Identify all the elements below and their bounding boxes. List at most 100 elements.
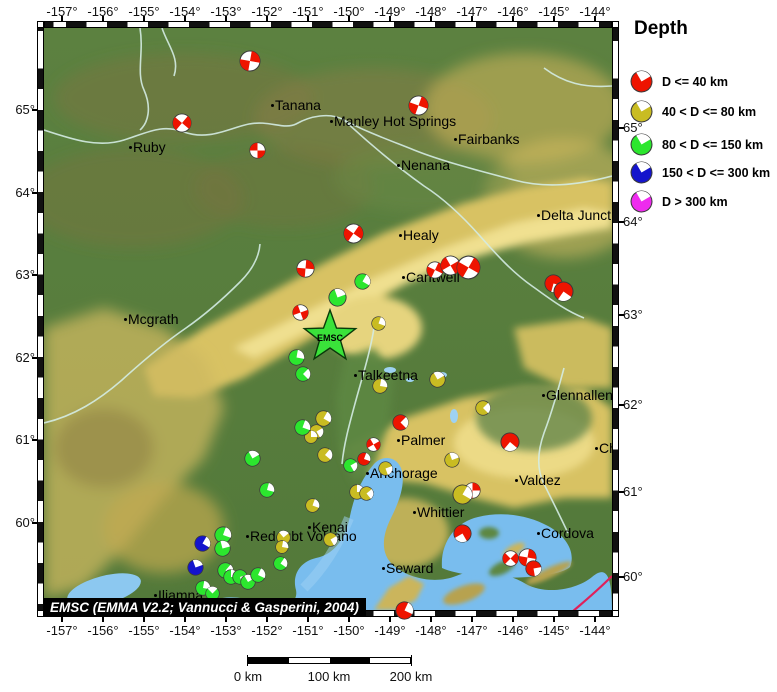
lat-tick-left [32,522,37,524]
legend-depth-icon [630,161,653,184]
city-dot [154,594,157,597]
map-border-left [37,21,44,617]
city-dot [537,214,540,217]
legend-entry-label: 80 < D <= 150 km [662,137,764,152]
lon-tick-bottom [143,617,145,622]
lon-label-top: -151° [292,4,324,19]
city-name: Tanana [275,97,321,113]
depth-legend: Depth D <= 40 km 40 < D <= 80 km 80 < D <=… [630,18,777,213]
lat-tick-right [619,491,624,493]
lon-tick-top [102,16,104,21]
legend-depth-icon [630,100,653,123]
lat-label-left: 63° [15,267,35,282]
lat-label-left: 62° [15,350,35,365]
city-dot [515,479,518,482]
lon-label-bottom: -150° [333,623,365,638]
city-name: Delta Junct [541,207,612,223]
lon-label-top: -149° [374,4,406,19]
lon-label-top: -148° [415,4,447,19]
city-name: Manley Hot Springs [334,113,457,129]
lon-label-top: -157° [46,4,78,19]
lon-tick-top [471,16,473,21]
lon-tick-top [143,16,145,21]
lon-label-bottom: -152° [251,623,283,638]
lon-label-bottom: -153° [210,623,242,638]
lat-label-right: 60° [623,569,643,584]
scale-bar-label: 200 km [389,669,433,684]
city-healy: Healy [399,227,439,243]
legend-entry-2: 80 < D <= 150 km [630,133,763,156]
lat-tick-left [32,192,37,194]
city-dot [399,234,402,237]
city-dot [397,164,400,167]
city-name: Healy [403,227,439,243]
lat-tick-right [619,314,624,316]
lon-tick-top [225,16,227,21]
city-name: Whittier [417,504,465,520]
city-dot [129,146,132,149]
city-dot [542,394,545,397]
lat-tick-right [619,404,624,406]
scale-bar-endcap [411,655,412,666]
lon-tick-top [594,16,596,21]
lon-label-top: -153° [210,4,242,19]
city-dot [382,567,385,570]
legend-entry-label: D > 300 km [662,194,728,209]
legend-entry-1: 40 < D <= 80 km [630,100,756,123]
map-corner [612,610,619,617]
lat-tick-right [619,127,624,129]
lon-label-top: -152° [251,4,283,19]
emsc-star-label: EMSC [317,333,344,343]
city-nenana: Nenana [397,157,450,173]
city-whittier: Whittier [413,504,465,520]
city-dot [246,535,249,538]
lon-label-top: -156° [87,4,119,19]
city-name: Kenai [312,519,348,535]
city-tanana: Tanana [271,97,321,113]
lon-tick-bottom [389,617,391,622]
lat-tick-left [32,274,37,276]
map-border-top [44,21,612,28]
map-corner [612,21,619,28]
city-mcgrath: Mcgrath [124,311,179,327]
attribution-bar: EMSC (EMMA V2.2; Vannucci & Gasperini, 2… [44,598,366,617]
city-dot [397,439,400,442]
lon-tick-bottom [430,617,432,622]
plate-boundary-line [572,575,612,610]
map-corner [37,21,44,28]
city-name: Cordova [541,525,594,541]
city-dot [308,526,311,529]
legend-title: Depth [634,18,688,39]
lat-label-left: 61° [15,432,35,447]
city-ruby: Ruby [129,139,166,155]
lon-tick-top [553,16,555,21]
lon-label-top: -155° [128,4,160,19]
city-name: Anchorage [370,465,438,481]
lon-tick-bottom [553,617,555,622]
city-glennallen: Glennallen [542,387,612,403]
city-dot [354,374,357,377]
lon-label-bottom: -151° [292,623,324,638]
lon-tick-top [430,16,432,21]
lon-tick-bottom [348,617,350,622]
city-dot [595,447,598,450]
city-dot [330,120,333,123]
city-seward: Seward [382,560,433,576]
lon-tick-bottom [266,617,268,622]
city-talkeetna: Talkeetna [354,367,418,383]
city-name: Ch [599,440,612,456]
city-name: Mcgrath [128,311,179,327]
city-ch: Ch [595,440,612,456]
lon-tick-top [389,16,391,21]
city-name: Cantwell [406,269,460,285]
lon-tick-top [184,16,186,21]
lat-label-right: 62° [623,397,643,412]
city-delta-junct: Delta Junct [537,207,612,223]
city-name: Ruby [133,139,166,155]
scale-bar-segment [369,658,410,663]
city-name: Talkeetna [358,367,418,383]
lon-label-top: -147° [456,4,488,19]
lon-tick-top [348,16,350,21]
scale-bar-label: 100 km [307,669,351,684]
